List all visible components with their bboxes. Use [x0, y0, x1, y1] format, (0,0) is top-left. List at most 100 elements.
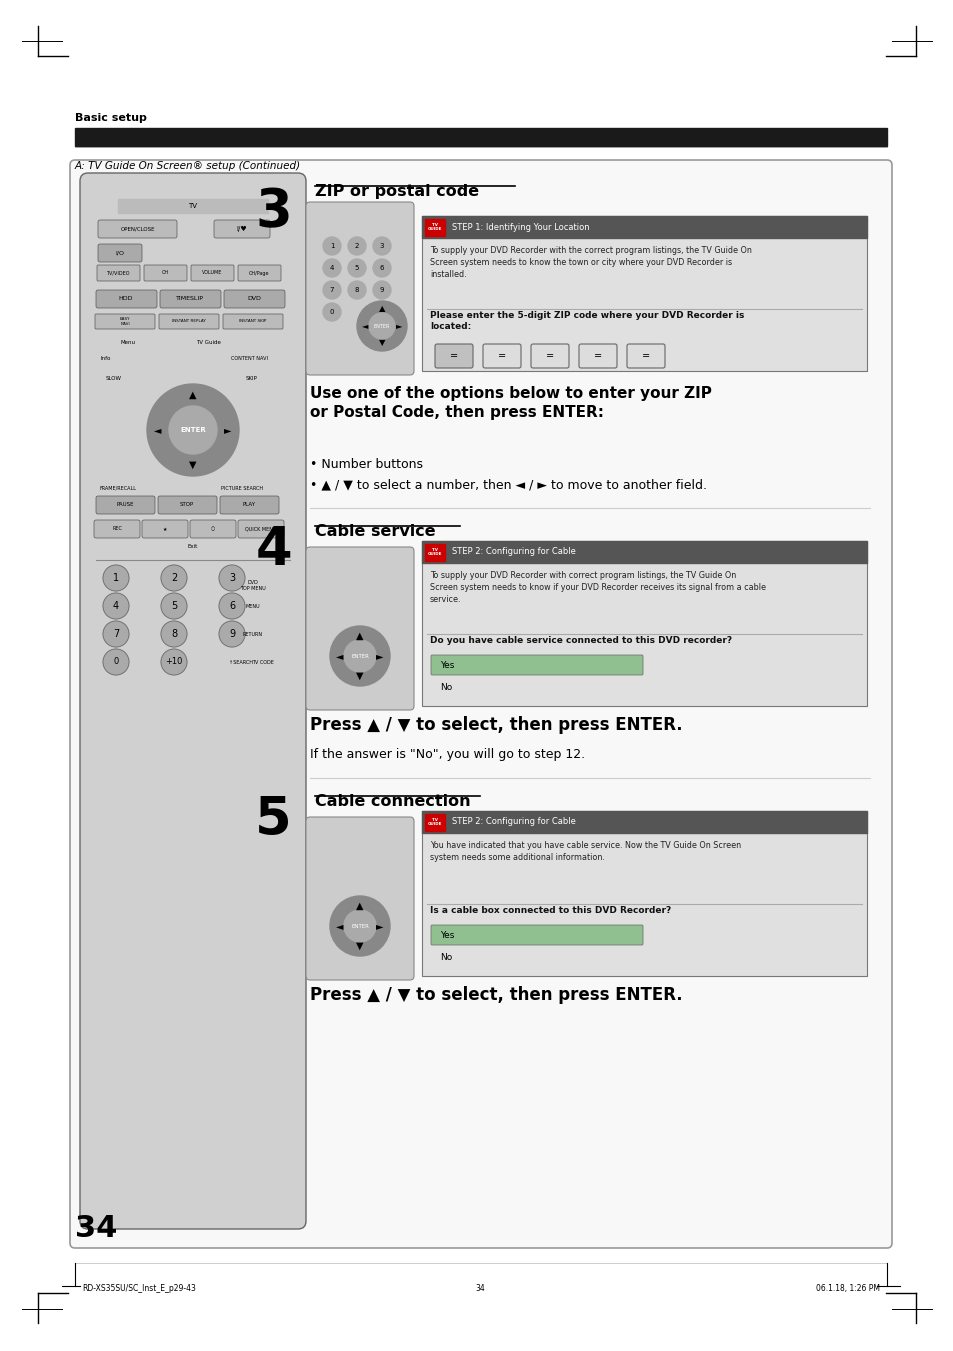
Bar — [118, 199, 268, 213]
Text: ►: ► — [375, 921, 383, 931]
Text: Cable connection: Cable connection — [314, 794, 470, 809]
Text: Do you have cable service connected to this DVD recorder?: Do you have cable service connected to t… — [430, 636, 731, 644]
FancyBboxPatch shape — [98, 245, 142, 262]
Text: 06.1.18, 1:26 PM: 06.1.18, 1:26 PM — [815, 1283, 879, 1293]
Bar — [421, 540, 866, 563]
Bar — [421, 216, 866, 372]
Text: RD-XS35SU/SC_Inst_E_p29-43: RD-XS35SU/SC_Inst_E_p29-43 — [82, 1283, 195, 1293]
Text: 2: 2 — [171, 573, 177, 584]
Text: • Number buttons: • Number buttons — [310, 458, 422, 471]
Circle shape — [330, 896, 390, 957]
Circle shape — [219, 565, 245, 590]
Circle shape — [348, 236, 366, 255]
Text: FRAME/RECALL: FRAME/RECALL — [100, 485, 137, 490]
FancyBboxPatch shape — [213, 220, 270, 238]
Text: ◄: ◄ — [335, 921, 343, 931]
Text: Use one of the options below to enter your ZIP
or Postal Code, then press ENTER:: Use one of the options below to enter yo… — [310, 386, 711, 420]
Text: ZIP or postal code: ZIP or postal code — [314, 184, 478, 199]
Text: ENTER: ENTER — [351, 924, 369, 928]
Text: EASY
NAVI: EASY NAVI — [119, 317, 131, 326]
Text: ▼: ▼ — [378, 339, 385, 347]
Circle shape — [323, 303, 340, 322]
FancyBboxPatch shape — [223, 313, 283, 330]
Text: STOP: STOP — [180, 503, 193, 508]
Text: 0: 0 — [113, 658, 118, 666]
FancyBboxPatch shape — [158, 496, 216, 513]
Circle shape — [369, 313, 395, 339]
Text: ▲: ▲ — [378, 304, 385, 313]
FancyBboxPatch shape — [160, 290, 221, 308]
Circle shape — [169, 407, 216, 454]
FancyBboxPatch shape — [531, 345, 568, 367]
Text: Cable service: Cable service — [314, 524, 436, 539]
Text: 4: 4 — [255, 524, 292, 576]
FancyBboxPatch shape — [142, 520, 188, 538]
Text: 3: 3 — [379, 243, 384, 249]
Text: ▼: ▼ — [355, 942, 363, 951]
Bar — [421, 216, 866, 238]
Text: 4: 4 — [330, 265, 334, 272]
Bar — [421, 540, 866, 707]
Text: To supply your DVD Recorder with correct program listings, the TV Guide On
Scree: To supply your DVD Recorder with correct… — [430, 571, 765, 604]
Text: PICTURE SEARCH: PICTURE SEARCH — [221, 485, 263, 490]
Text: ENTER: ENTER — [180, 427, 206, 434]
Text: 5: 5 — [255, 794, 292, 846]
Bar — [421, 811, 866, 834]
Text: RETURN: RETURN — [243, 631, 263, 636]
Circle shape — [373, 236, 391, 255]
Text: TV: TV — [189, 203, 197, 209]
FancyBboxPatch shape — [306, 817, 414, 979]
Bar — [424, 219, 444, 236]
FancyBboxPatch shape — [98, 220, 177, 238]
Text: Yes: Yes — [439, 661, 454, 670]
Text: TV Guide: TV Guide — [195, 340, 220, 346]
Text: ▲: ▲ — [189, 390, 196, 400]
Text: +10: +10 — [165, 658, 182, 666]
Text: Press ▲ / ▼ to select, then press ENTER.: Press ▲ / ▼ to select, then press ENTER. — [310, 986, 682, 1004]
Circle shape — [161, 565, 187, 590]
Text: TV
GUIDE: TV GUIDE — [427, 817, 442, 827]
Circle shape — [103, 593, 129, 619]
Text: ◄: ◄ — [154, 426, 162, 435]
Text: TV
GUIDE: TV GUIDE — [427, 547, 442, 557]
Circle shape — [103, 648, 129, 676]
Text: ▲: ▲ — [355, 901, 363, 911]
Text: 1: 1 — [112, 573, 119, 584]
Circle shape — [219, 621, 245, 647]
Circle shape — [323, 259, 340, 277]
FancyBboxPatch shape — [237, 265, 281, 281]
FancyBboxPatch shape — [578, 345, 617, 367]
FancyBboxPatch shape — [482, 345, 520, 367]
Circle shape — [161, 621, 187, 647]
Text: DVD: DVD — [247, 296, 261, 301]
Circle shape — [103, 565, 129, 590]
Circle shape — [344, 640, 375, 671]
Text: MENU: MENU — [246, 604, 260, 608]
Text: STEP 2: Configuring for Cable: STEP 2: Configuring for Cable — [452, 817, 576, 827]
Circle shape — [323, 281, 340, 299]
Text: To supply your DVD Recorder with the correct program listings, the TV Guide On
S: To supply your DVD Recorder with the cor… — [430, 246, 751, 278]
Circle shape — [323, 236, 340, 255]
Text: 34: 34 — [475, 1283, 484, 1293]
Text: TV CODE: TV CODE — [252, 659, 274, 665]
Circle shape — [330, 626, 390, 686]
Text: ▼: ▼ — [355, 671, 363, 681]
Circle shape — [373, 281, 391, 299]
Circle shape — [147, 384, 239, 476]
Text: Exit: Exit — [188, 544, 198, 549]
Text: I/O: I/O — [115, 250, 125, 255]
Text: 3: 3 — [229, 573, 234, 584]
FancyBboxPatch shape — [431, 925, 642, 944]
Text: 0: 0 — [330, 309, 334, 315]
Text: =: = — [594, 351, 601, 361]
Text: TV
GUIDE: TV GUIDE — [427, 223, 442, 231]
FancyBboxPatch shape — [190, 520, 235, 538]
Text: =: = — [497, 351, 505, 361]
Text: 9: 9 — [229, 630, 234, 639]
Circle shape — [161, 593, 187, 619]
Text: ◄: ◄ — [335, 651, 343, 661]
Text: 1: 1 — [330, 243, 334, 249]
Text: ★: ★ — [163, 527, 167, 531]
Text: TIMESLIP: TIMESLIP — [176, 296, 204, 301]
Text: ►: ► — [395, 322, 402, 331]
